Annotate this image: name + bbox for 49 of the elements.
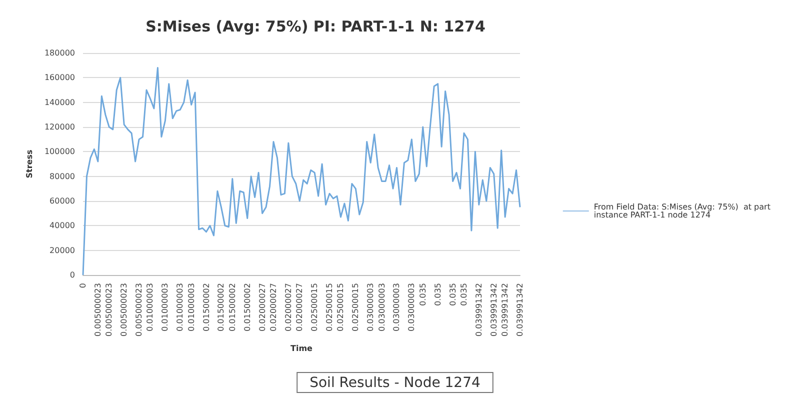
y-tick-label: 20000 [50,246,75,255]
x-tick-label: 0.039991342 [474,283,484,336]
x-tick-label: 0.02000027 [268,283,278,332]
x-tick-label: 0.01500002 [242,283,252,332]
chart-title: S:Mises (Avg: 75%) PI: PART-1-1 N: 1274 [146,18,486,36]
y-tick-label: 60000 [50,196,75,206]
y-tick-label: 100000 [44,147,75,156]
x-tick-label: 0.035 [459,283,468,306]
x-tick-label: 0.03000003 [407,283,416,332]
x-tick-label: 0.005000023 [93,283,102,336]
x-tick-label: 0.03000003 [392,283,402,332]
y-tick-label: 140000 [44,98,75,107]
x-tick-label: 0.02000027 [284,283,293,332]
x-tick-label: 0.03000003 [377,283,386,332]
x-tick-label: 0.02000027 [295,283,304,332]
x-tick-label: 0.01500002 [202,283,211,332]
x-tick-label: 0.03000003 [366,283,376,332]
x-tick-label: 0.035 [448,283,458,306]
legend-label: From Field Data: S:Mises (Avg: 75%) at part instance PART-1-1 node 1274 [594,202,774,220]
y-tick-label: 40000 [50,221,75,230]
x-tick-label: 0.02500015 [325,283,334,332]
x-tick-label: 0.005000023 [134,283,144,336]
x-tick-label: 0.01000003 [146,283,155,332]
x-tick-label: 0.01500002 [216,283,226,332]
x-tick-label: 0.01000003 [186,283,196,332]
y-tick-label: 80000 [50,172,75,181]
x-tick-label: 0.02500015 [351,283,360,332]
x-tick-label: 0.02500015 [310,283,320,332]
x-tick-label: 0.02500015 [336,283,346,332]
x-tick-label: 0.039991342 [516,283,524,336]
line-series [82,67,521,276]
y-tick-label: 160000 [44,73,75,82]
y-tick-label: 180000 [44,48,75,58]
y-tick-label: 0 [70,270,75,280]
text: Soil Results - Node 1274 [310,375,480,391]
x-tick-label: 0.01000003 [176,283,185,332]
y-tick-label: 120000 [44,122,75,132]
x-tick-label: 0.01000003 [160,283,170,332]
x-tick-label: 0.039991342 [500,283,510,336]
x-tick-label: 0.035 [418,283,428,306]
x-tick-label: 0.005000023 [104,283,114,336]
x-tick-label: 0.02000027 [258,283,267,332]
x-tick-label: 0.039991342 [489,283,498,336]
x-tick-label: 0.005000023 [120,283,129,336]
y-axis-title: Stress [25,150,34,178]
x-tick-label: 0 [78,283,88,288]
x-tick-label: 0.01500002 [228,283,237,332]
x-axis-title: Time [290,344,314,353]
x-tick-label: 0.035 [433,283,442,306]
